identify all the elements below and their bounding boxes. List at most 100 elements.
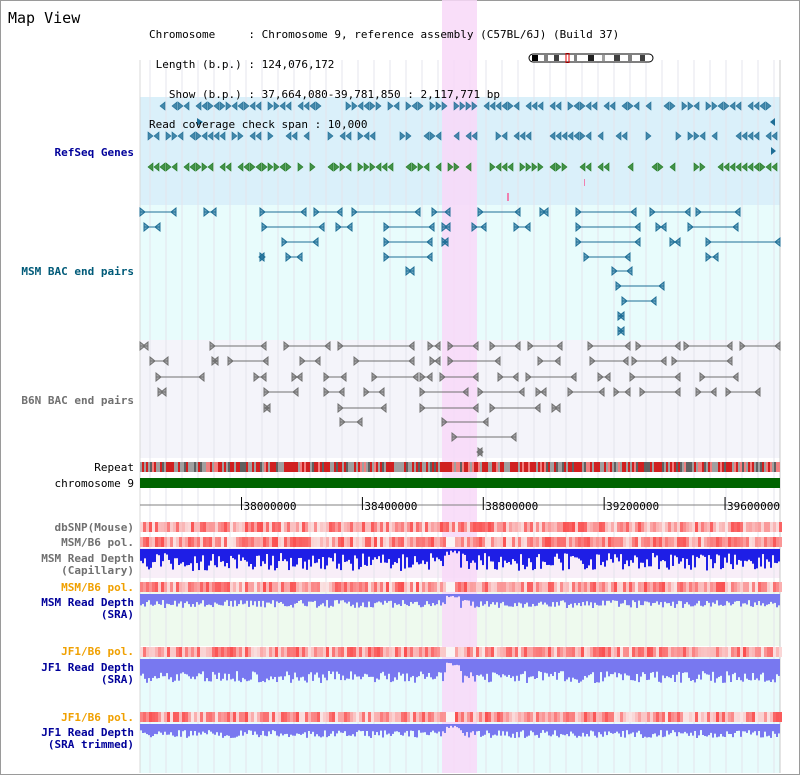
jf1-trimmed-depth-bar[interactable]: [756, 724, 758, 736]
msm-sra-depth-bar[interactable]: [582, 594, 584, 603]
dbsnp-heat-cell[interactable]: [293, 522, 296, 532]
msm-b6-pol-heat-cell[interactable]: [542, 582, 545, 592]
jf1-sra-depth-bar[interactable]: [156, 659, 158, 679]
jf1-b6-pol-heat-cell[interactable]: [761, 712, 764, 722]
repeat-feature[interactable]: [678, 462, 680, 472]
repeat-feature[interactable]: [308, 462, 310, 472]
jf1-trimmed-depth-bar[interactable]: [518, 724, 520, 738]
jf1-b6-pol-heat-cell[interactable]: [677, 712, 680, 722]
repeat-feature[interactable]: [572, 462, 574, 472]
jf1-trimmed-depth-bar[interactable]: [622, 724, 624, 731]
capillary-depth-bar[interactable]: [528, 549, 530, 559]
msm-b6-pol-heat-cell[interactable]: [581, 537, 584, 547]
jf1-trimmed-depth-bar[interactable]: [456, 724, 458, 728]
repeat-feature[interactable]: [486, 462, 488, 472]
jf1-b6-pol-heat-cell[interactable]: [479, 712, 482, 722]
jf1-b6-pol-heat-cell[interactable]: [371, 647, 374, 657]
dbsnp-heat-cell[interactable]: [650, 522, 653, 532]
msm-sra-depth-bar[interactable]: [670, 594, 672, 606]
refseq-gene-glyph[interactable]: [747, 162, 754, 172]
jf1-trimmed-depth-bar[interactable]: [448, 724, 450, 728]
repeat-feature[interactable]: [510, 462, 512, 472]
refseq-gene-glyph[interactable]: [765, 131, 772, 141]
dbsnp-heat-cell[interactable]: [191, 522, 194, 532]
refseq-gene-glyph[interactable]: [369, 162, 376, 172]
capillary-depth-bar[interactable]: [718, 549, 720, 556]
msm-b6-pol-heat-cell[interactable]: [152, 582, 155, 592]
jf1-trimmed-depth-bar[interactable]: [566, 724, 568, 735]
jf1-b6-pol-heat-cell[interactable]: [350, 647, 353, 657]
capillary-depth-bar[interactable]: [506, 549, 508, 563]
repeat-feature[interactable]: [418, 462, 420, 472]
dbsnp-heat-cell[interactable]: [449, 522, 452, 532]
dbsnp-heat-cell[interactable]: [428, 522, 431, 532]
capillary-depth-bar[interactable]: [630, 549, 632, 561]
dbsnp-heat-cell[interactable]: [584, 522, 587, 532]
jf1-sra-depth-bar[interactable]: [576, 659, 578, 680]
jf1-sra-depth-bar[interactable]: [704, 659, 706, 674]
repeat-feature[interactable]: [642, 462, 644, 472]
capillary-depth-bar[interactable]: [448, 549, 450, 555]
chromosome-ideogram[interactable]: [528, 53, 654, 63]
track-label-msm-depth-sra[interactable]: MSM Read Depth: [41, 596, 134, 609]
msm-sra-depth-bar[interactable]: [278, 594, 280, 603]
jf1-sra-depth-bar[interactable]: [308, 659, 310, 675]
refseq-gene-glyph[interactable]: [195, 131, 202, 141]
capillary-depth-bar[interactable]: [508, 549, 510, 562]
jf1-sra-depth-bar[interactable]: [380, 659, 382, 674]
b6n-bac-pair-end[interactable]: [472, 402, 479, 414]
msm-b6-pol-heat-cell[interactable]: [497, 582, 500, 592]
repeat-feature[interactable]: [576, 462, 578, 472]
jf1-trimmed-depth-bar[interactable]: [404, 724, 406, 733]
jf1-trimmed-depth-bar[interactable]: [588, 724, 590, 737]
msm-b6-pol-heat-cell[interactable]: [773, 582, 776, 592]
msm-b6-pol-heat-cell[interactable]: [161, 582, 164, 592]
capillary-depth-bar[interactable]: [698, 549, 700, 559]
b6n-bac-pair-end[interactable]: [408, 355, 415, 367]
jf1-sra-depth-bar[interactable]: [644, 659, 646, 675]
capillary-depth-bar[interactable]: [170, 549, 172, 564]
refseq-gene-glyph[interactable]: [489, 101, 496, 111]
msm-sra-depth-bar[interactable]: [642, 594, 644, 606]
msm-sra-depth-bar[interactable]: [556, 594, 558, 603]
capillary-depth-bar[interactable]: [358, 549, 360, 570]
capillary-depth-bar[interactable]: [674, 549, 676, 556]
jf1-trimmed-depth-bar[interactable]: [556, 724, 558, 736]
jf1-sra-depth-bar[interactable]: [524, 659, 526, 672]
msm-b6-pol-heat-cell[interactable]: [710, 582, 713, 592]
jf1-b6-pol-heat-cell[interactable]: [188, 712, 191, 722]
msm-bac-pair-end[interactable]: [300, 206, 307, 218]
msm-b6-pol-heat-cell[interactable]: [461, 582, 464, 592]
jf1-sra-depth-bar[interactable]: [258, 659, 260, 683]
jf1-trimmed-depth-bar[interactable]: [158, 724, 160, 732]
msm-bac-pair-end[interactable]: [203, 206, 210, 218]
msm-b6-pol-heat-cell[interactable]: [500, 582, 503, 592]
msm-b6-pol-heat-cell[interactable]: [680, 582, 683, 592]
refseq-gene-glyph[interactable]: [375, 162, 382, 172]
repeat-feature[interactable]: [166, 462, 168, 472]
msm-sra-depth-bar[interactable]: [472, 594, 474, 602]
repeat-feature[interactable]: [494, 462, 496, 472]
jf1-b6-pol-heat-cell[interactable]: [329, 647, 332, 657]
msm-b6-pol-heat-cell[interactable]: [476, 537, 479, 547]
jf1-b6-pol-heat-cell[interactable]: [620, 712, 623, 722]
jf1-b6-pol-heat-cell[interactable]: [500, 712, 503, 722]
msm-b6-pol-heat-cell[interactable]: [398, 537, 401, 547]
jf1-b6-pol-heat-cell[interactable]: [524, 647, 527, 657]
b6n-bac-pair-end[interactable]: [739, 340, 746, 352]
dbsnp-heat-cell[interactable]: [296, 522, 299, 532]
jf1-b6-pol-heat-cell[interactable]: [176, 712, 179, 722]
refseq-gene-glyph[interactable]: [411, 162, 418, 172]
capillary-depth-bar[interactable]: [490, 549, 492, 562]
capillary-depth-bar[interactable]: [606, 549, 608, 561]
msm-b6-pol-heat-cell[interactable]: [350, 537, 353, 547]
msm-b6-pol-heat-cell[interactable]: [506, 582, 509, 592]
refseq-gene-glyph[interactable]: [579, 162, 586, 172]
jf1-sra-depth-bar[interactable]: [512, 659, 514, 677]
msm-bac-pair-end[interactable]: [383, 236, 390, 248]
jf1-sra-depth-bar[interactable]: [642, 659, 644, 673]
msm-b6-pol-heat-cell[interactable]: [341, 582, 344, 592]
msm-sra-depth-bar[interactable]: [774, 594, 776, 603]
jf1-trimmed-depth-bar[interactable]: [710, 724, 712, 733]
jf1-b6-pol-heat-cell[interactable]: [569, 647, 572, 657]
